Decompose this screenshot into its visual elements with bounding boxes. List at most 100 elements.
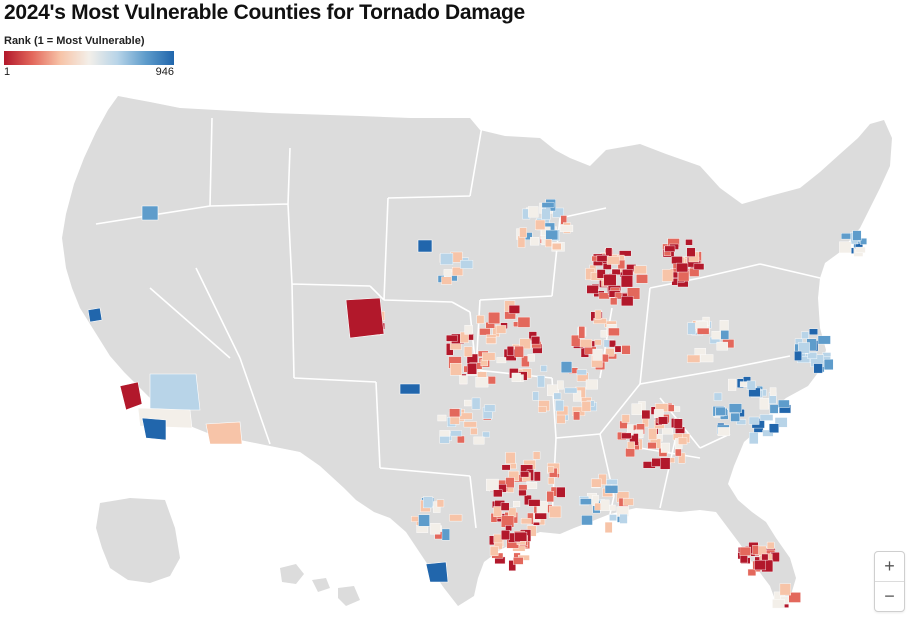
county-patch[interactable] bbox=[755, 560, 766, 570]
county-north-dakota[interactable] bbox=[418, 240, 432, 252]
county-patch[interactable] bbox=[561, 362, 572, 373]
county-patch[interactable] bbox=[818, 336, 831, 344]
county-patch[interactable] bbox=[700, 355, 713, 363]
county-patch[interactable] bbox=[529, 500, 540, 507]
county-patch[interactable] bbox=[520, 471, 529, 477]
county-patch[interactable] bbox=[632, 404, 642, 415]
county-patch[interactable] bbox=[716, 407, 726, 415]
county-patch[interactable] bbox=[809, 329, 817, 335]
county-patch[interactable] bbox=[668, 405, 674, 412]
zoom-in-button[interactable]: + bbox=[875, 552, 904, 581]
county-patch[interactable] bbox=[506, 452, 516, 464]
county-patch[interactable] bbox=[767, 542, 774, 549]
county-patch[interactable] bbox=[814, 364, 823, 374]
county-patch[interactable] bbox=[507, 346, 514, 355]
county-patch[interactable] bbox=[649, 428, 657, 439]
county-south-texas[interactable] bbox=[426, 562, 448, 582]
county-patch[interactable] bbox=[512, 373, 521, 382]
county-patch[interactable] bbox=[494, 507, 502, 517]
zoom-out-button[interactable]: − bbox=[875, 581, 904, 611]
county-patch[interactable] bbox=[502, 465, 510, 470]
county-patch[interactable] bbox=[554, 393, 561, 399]
county-patch[interactable] bbox=[442, 277, 452, 285]
county-patch[interactable] bbox=[521, 518, 531, 524]
county-patch[interactable] bbox=[587, 285, 598, 293]
county-patch[interactable] bbox=[438, 415, 447, 421]
county-patch[interactable] bbox=[580, 499, 591, 505]
county-patch[interactable] bbox=[762, 554, 769, 560]
county-patch[interactable] bbox=[450, 515, 463, 522]
us-county-map[interactable] bbox=[0, 88, 913, 640]
county-patch[interactable] bbox=[608, 328, 619, 336]
county-maricopa[interactable] bbox=[206, 422, 242, 444]
county-patch[interactable] bbox=[464, 400, 471, 406]
county-patch[interactable] bbox=[749, 432, 758, 444]
county-patch[interactable] bbox=[623, 499, 633, 506]
county-patch[interactable] bbox=[514, 532, 527, 541]
county-patch[interactable] bbox=[460, 413, 473, 420]
county-patch[interactable] bbox=[557, 487, 566, 497]
county-patch[interactable] bbox=[714, 393, 722, 401]
county-patch[interactable] bbox=[687, 355, 700, 363]
county-patch[interactable] bbox=[535, 220, 545, 230]
county-patch[interactable] bbox=[678, 438, 687, 445]
county-patch[interactable] bbox=[565, 388, 577, 393]
county-patch[interactable] bbox=[676, 263, 688, 272]
county-patch[interactable] bbox=[674, 419, 683, 429]
county-patch[interactable] bbox=[586, 380, 598, 390]
county-patch[interactable] bbox=[476, 377, 489, 387]
county-patch[interactable] bbox=[729, 404, 742, 413]
county-patch[interactable] bbox=[622, 345, 631, 354]
county-patch[interactable] bbox=[856, 247, 866, 253]
county-patch[interactable] bbox=[740, 547, 751, 556]
county-patch[interactable] bbox=[533, 392, 539, 400]
county-patch[interactable] bbox=[731, 413, 740, 421]
county-patch[interactable] bbox=[794, 351, 801, 361]
county-patch[interactable] bbox=[440, 253, 453, 264]
county-patch[interactable] bbox=[609, 505, 615, 511]
county-patch[interactable] bbox=[548, 467, 554, 473]
county-patch[interactable] bbox=[606, 479, 617, 484]
county-patch[interactable] bbox=[488, 376, 496, 384]
county-patch[interactable] bbox=[506, 478, 515, 488]
county-patch[interactable] bbox=[542, 209, 551, 220]
county-patch[interactable] bbox=[661, 443, 670, 452]
county-patch[interactable] bbox=[573, 412, 580, 420]
county-patch[interactable] bbox=[528, 207, 538, 218]
county-patch[interactable] bbox=[594, 340, 601, 346]
county-patch[interactable] bbox=[444, 269, 452, 276]
county-patch[interactable] bbox=[686, 239, 693, 245]
county-patch[interactable] bbox=[518, 236, 525, 248]
county-patch[interactable] bbox=[634, 266, 647, 274]
county-patch[interactable] bbox=[449, 409, 460, 417]
county-patch[interactable] bbox=[417, 526, 428, 533]
county-patch[interactable] bbox=[605, 522, 612, 533]
county-patch[interactable] bbox=[460, 260, 473, 268]
county-patch[interactable] bbox=[694, 264, 704, 270]
county-patch[interactable] bbox=[534, 472, 540, 481]
county-patch[interactable] bbox=[497, 357, 506, 363]
county-patch[interactable] bbox=[780, 584, 791, 596]
county-patch[interactable] bbox=[582, 401, 591, 411]
county-patch[interactable] bbox=[506, 525, 512, 531]
county-patch[interactable] bbox=[477, 315, 484, 323]
county-colorado-front[interactable] bbox=[346, 298, 384, 338]
county-san-bernardino[interactable] bbox=[150, 374, 200, 410]
county-patch[interactable] bbox=[778, 400, 789, 408]
county-patch[interactable] bbox=[465, 325, 473, 334]
county-patch[interactable] bbox=[839, 242, 851, 253]
county-patch[interactable] bbox=[542, 203, 554, 208]
county-patch[interactable] bbox=[721, 330, 729, 339]
county-patch[interactable] bbox=[486, 337, 496, 343]
county-patch[interactable] bbox=[620, 514, 628, 523]
county-patch[interactable] bbox=[580, 339, 592, 347]
county-patch[interactable] bbox=[654, 409, 663, 417]
county-patch[interactable] bbox=[532, 336, 540, 344]
county-patch[interactable] bbox=[591, 479, 601, 487]
county-san-diego[interactable] bbox=[142, 418, 166, 440]
county-patch[interactable] bbox=[772, 599, 784, 608]
county-panhandle[interactable] bbox=[400, 384, 420, 394]
county-patch[interactable] bbox=[622, 433, 632, 439]
county-patch[interactable] bbox=[530, 237, 539, 245]
county-patch[interactable] bbox=[748, 569, 756, 576]
